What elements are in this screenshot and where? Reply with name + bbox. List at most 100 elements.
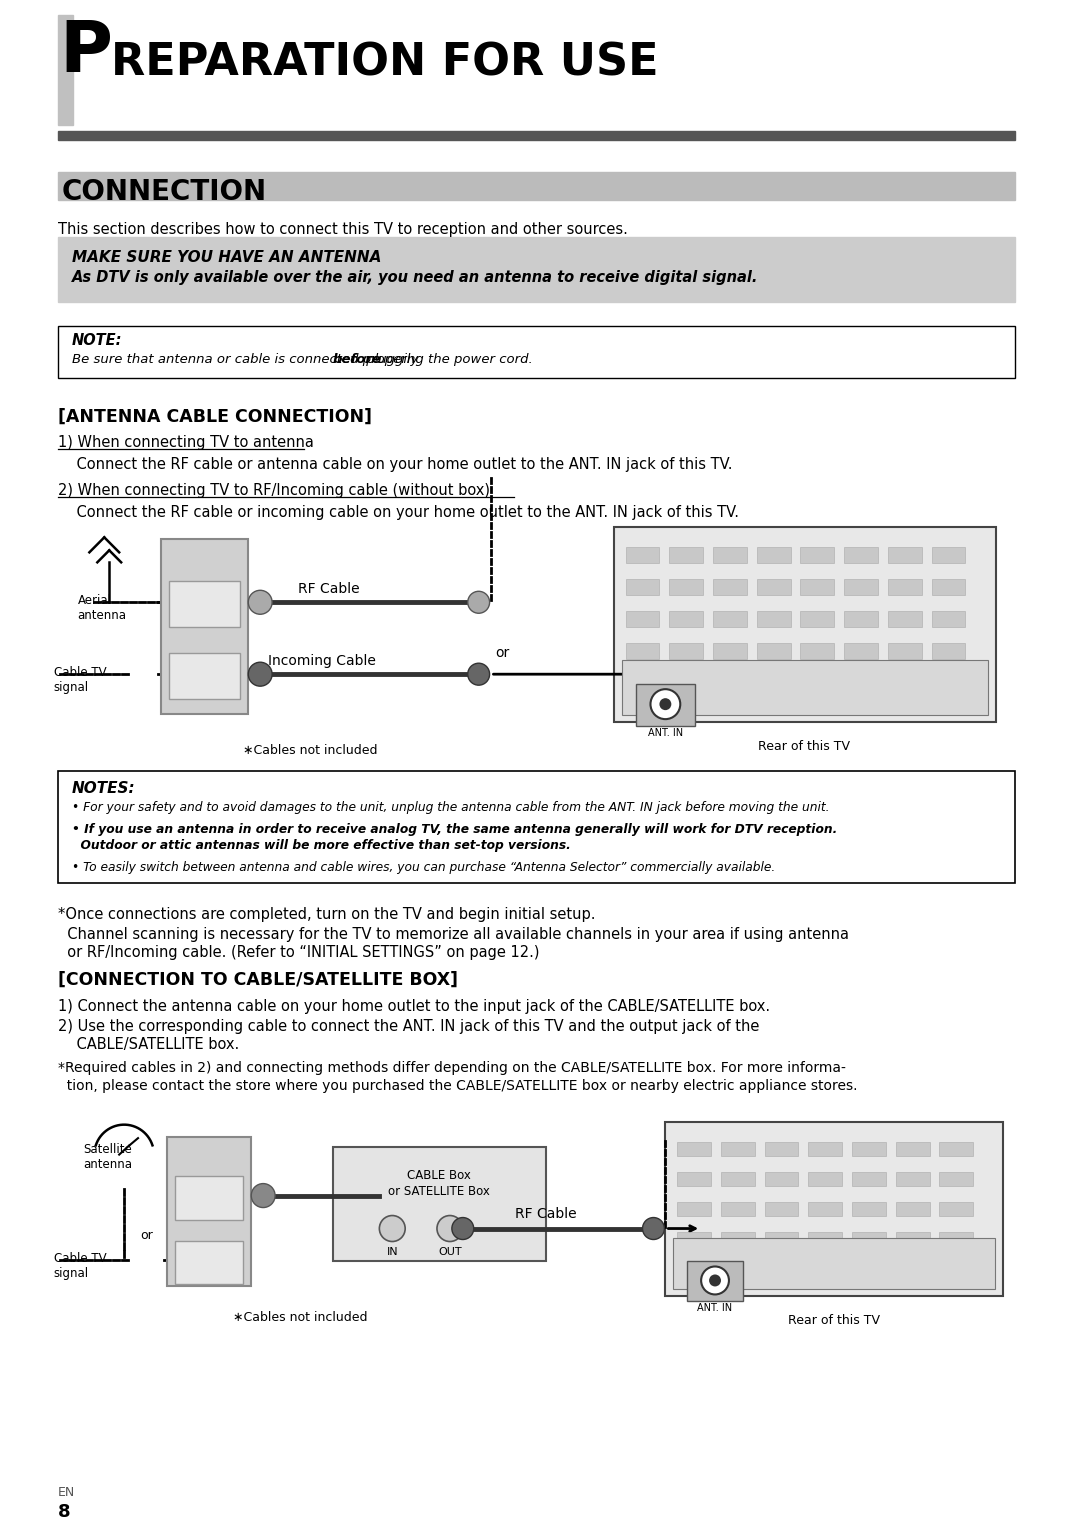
- Text: 1) When connecting TV to antenna: 1) When connecting TV to antenna: [57, 435, 313, 450]
- Circle shape: [252, 1184, 275, 1207]
- Text: [CONNECTION TO CABLE/SATELLITE BOX]: [CONNECTION TO CABLE/SATELLITE BOX]: [57, 971, 458, 989]
- Bar: [852, 1141, 886, 1155]
- Bar: [940, 1172, 973, 1186]
- Bar: [166, 1137, 252, 1286]
- Circle shape: [660, 699, 672, 710]
- Text: 1) Connect the antenna cable on your home outlet to the input jack of the CABLE/: 1) Connect the antenna cable on your hom…: [57, 1000, 770, 1013]
- Bar: [175, 1241, 243, 1285]
- Text: ANT. IN: ANT. IN: [648, 728, 683, 739]
- Text: before: before: [333, 353, 381, 366]
- Bar: [622, 661, 988, 716]
- Bar: [757, 580, 791, 595]
- Bar: [57, 172, 1015, 200]
- Circle shape: [451, 1218, 474, 1239]
- Bar: [721, 1201, 755, 1216]
- Bar: [800, 612, 834, 627]
- Text: REPARATION FOR USE: REPARATION FOR USE: [111, 41, 659, 85]
- Bar: [168, 581, 241, 627]
- Bar: [677, 1141, 711, 1155]
- Bar: [713, 644, 746, 659]
- Bar: [721, 1172, 755, 1186]
- Text: Incoming Cable: Incoming Cable: [268, 655, 376, 668]
- Text: Channel scanning is necessary for the TV to memorize all available channels in y: Channel scanning is necessary for the TV…: [57, 926, 849, 942]
- Bar: [713, 612, 746, 627]
- Text: P: P: [59, 18, 112, 87]
- Bar: [940, 1141, 973, 1155]
- Bar: [677, 1231, 711, 1245]
- Circle shape: [650, 690, 680, 719]
- Bar: [845, 612, 878, 627]
- Text: plugging the power cord.: plugging the power cord.: [363, 353, 534, 366]
- Bar: [670, 644, 703, 659]
- Text: Connect the RF cable or antenna cable on your home outlet to the ANT. IN jack of: Connect the RF cable or antenna cable on…: [57, 458, 732, 473]
- Text: OUT: OUT: [438, 1247, 461, 1256]
- Text: EN: EN: [57, 1486, 75, 1499]
- Text: • If you use an antenna in order to receive analog TV, the same antenna generall: • If you use an antenna in order to rece…: [71, 823, 837, 836]
- Bar: [757, 644, 791, 659]
- Text: ∗Cables not included: ∗Cables not included: [243, 745, 378, 757]
- Bar: [670, 612, 703, 627]
- Text: Outdoor or attic antennas will be more effective than set-top versions.: Outdoor or attic antennas will be more e…: [71, 839, 570, 852]
- Text: NOTES:: NOTES:: [71, 781, 135, 797]
- Circle shape: [643, 1218, 664, 1239]
- Text: This section describes how to connect this TV to reception and other sources.: This section describes how to connect th…: [57, 221, 627, 237]
- Bar: [57, 325, 1015, 377]
- Bar: [57, 15, 73, 125]
- Circle shape: [468, 591, 489, 613]
- Bar: [940, 1231, 973, 1245]
- Bar: [333, 1146, 546, 1262]
- Circle shape: [710, 1274, 721, 1286]
- Bar: [670, 580, 703, 595]
- Bar: [932, 612, 966, 627]
- Bar: [670, 548, 703, 563]
- Text: CONNECTION: CONNECTION: [62, 179, 267, 206]
- Circle shape: [248, 591, 272, 615]
- Text: or: or: [496, 645, 510, 661]
- Bar: [852, 1231, 886, 1245]
- Bar: [895, 1201, 930, 1216]
- Bar: [888, 548, 921, 563]
- Bar: [932, 580, 966, 595]
- Bar: [721, 1141, 755, 1155]
- Text: As DTV is only available over the air, you need an antenna to receive digital si: As DTV is only available over the air, y…: [71, 270, 758, 285]
- Text: 2) Use the corresponding cable to connect the ANT. IN jack of this TV and the ou: 2) Use the corresponding cable to connec…: [57, 1019, 759, 1033]
- Bar: [800, 580, 834, 595]
- Bar: [687, 1262, 743, 1302]
- Text: *Once connections are completed, turn on the TV and begin initial setup.: *Once connections are completed, turn on…: [57, 906, 595, 922]
- Bar: [168, 653, 241, 699]
- Text: Rear of this TV: Rear of this TV: [758, 740, 850, 754]
- Text: Cable TV
signal: Cable TV signal: [54, 667, 106, 694]
- Bar: [161, 539, 248, 714]
- Bar: [809, 1141, 842, 1155]
- Bar: [809, 1201, 842, 1216]
- Circle shape: [701, 1267, 729, 1294]
- Text: RF Cable: RF Cable: [515, 1207, 577, 1221]
- Text: or SATELLITE Box: or SATELLITE Box: [388, 1184, 490, 1198]
- Bar: [845, 548, 878, 563]
- Bar: [677, 1172, 711, 1186]
- Text: • For your safety and to avoid damages to the unit, unplug the antenna cable fro: • For your safety and to avoid damages t…: [71, 801, 829, 813]
- Bar: [940, 1201, 973, 1216]
- Bar: [809, 1231, 842, 1245]
- Text: 2) When connecting TV to RF/Incoming cable (without box): 2) When connecting TV to RF/Incoming cab…: [57, 484, 489, 499]
- Text: or: or: [140, 1228, 153, 1242]
- Bar: [800, 644, 834, 659]
- Bar: [713, 580, 746, 595]
- Bar: [845, 580, 878, 595]
- Bar: [765, 1231, 798, 1245]
- Text: CABLE/SATELLITE box.: CABLE/SATELLITE box.: [57, 1036, 239, 1051]
- Bar: [625, 548, 660, 563]
- Bar: [895, 1172, 930, 1186]
- Text: MAKE SURE YOU HAVE AN ANTENNA: MAKE SURE YOU HAVE AN ANTENNA: [71, 250, 381, 264]
- Bar: [636, 684, 696, 726]
- Text: RF Cable: RF Cable: [298, 583, 360, 597]
- Bar: [57, 131, 1015, 140]
- Bar: [845, 644, 878, 659]
- Bar: [765, 1201, 798, 1216]
- Text: Aerial
antenna: Aerial antenna: [78, 594, 126, 623]
- Text: ∗Cables not included: ∗Cables not included: [233, 1311, 368, 1325]
- Text: NOTE:: NOTE:: [71, 333, 122, 348]
- Bar: [713, 548, 746, 563]
- Bar: [57, 771, 1015, 884]
- Bar: [888, 580, 921, 595]
